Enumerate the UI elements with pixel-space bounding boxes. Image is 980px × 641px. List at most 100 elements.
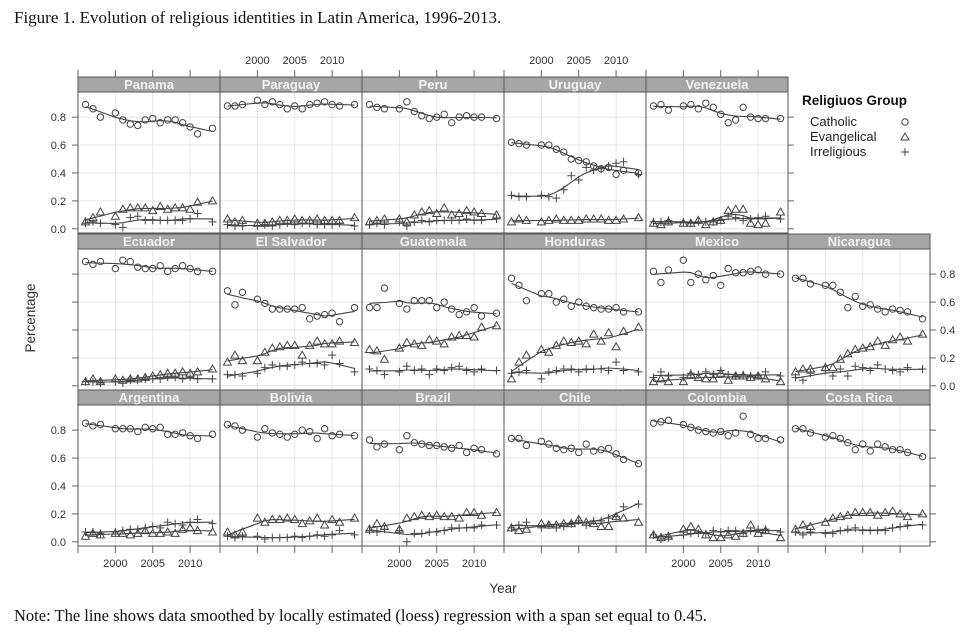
data-point <box>425 296 433 305</box>
data-point <box>678 218 689 227</box>
data-point <box>619 308 628 316</box>
x-tick-label: 2010 <box>462 558 486 570</box>
series-irreligious <box>81 373 217 388</box>
data-point <box>134 427 142 436</box>
data-point <box>417 216 426 225</box>
data-point <box>334 336 345 345</box>
data-point <box>821 529 830 538</box>
data-point <box>380 370 389 379</box>
data-point <box>178 429 187 437</box>
data-point <box>657 100 665 109</box>
data-point <box>865 507 876 516</box>
data-point <box>865 341 876 351</box>
data-point <box>537 374 546 383</box>
data-point <box>716 366 725 375</box>
data-point <box>230 533 239 542</box>
data-point <box>791 425 800 433</box>
data-point <box>634 170 643 179</box>
panel-strip-label: Colombia <box>687 390 747 405</box>
y-tick-label: 0.6 <box>51 140 66 152</box>
data-point <box>857 507 868 516</box>
data-point <box>746 215 755 224</box>
data-point <box>111 109 120 117</box>
legend-item-evangelical: Evangelical <box>810 129 910 144</box>
data-point <box>582 302 590 310</box>
data-point <box>171 519 180 528</box>
data-point <box>162 527 173 536</box>
data-point <box>440 110 448 119</box>
data-point <box>902 511 913 521</box>
x-tick-label: 2000 <box>671 558 695 570</box>
loess-line <box>511 142 639 174</box>
loess-line <box>369 368 497 372</box>
data-point <box>446 511 457 521</box>
data-point <box>634 367 643 376</box>
data-point <box>380 105 389 113</box>
data-point <box>612 170 620 179</box>
panel-background <box>78 92 220 233</box>
data-point <box>746 113 755 121</box>
data-point <box>686 219 695 228</box>
loess-line <box>369 300 497 315</box>
data-point <box>223 287 232 295</box>
data-point <box>506 373 517 383</box>
data-point <box>917 329 928 338</box>
data-point <box>231 422 239 430</box>
data-point <box>291 102 299 110</box>
data-point <box>207 527 218 536</box>
data-point <box>872 510 883 519</box>
data-point <box>193 434 202 443</box>
loess-line <box>227 102 355 107</box>
data-point <box>619 366 628 375</box>
panel-ecuador: Ecuador <box>77 233 221 391</box>
loess-line <box>369 442 497 454</box>
data-point <box>761 212 770 221</box>
data-point <box>380 220 389 229</box>
data-point <box>851 445 859 454</box>
data-point <box>649 102 658 110</box>
data-point <box>664 533 673 542</box>
data-point <box>836 526 845 535</box>
data-point <box>141 216 150 225</box>
data-point <box>96 113 105 121</box>
y-ticks-row-2-left <box>72 273 78 387</box>
data-point <box>447 216 456 225</box>
data-point <box>829 281 837 289</box>
data-point <box>537 191 546 200</box>
data-point <box>588 329 599 338</box>
data-point <box>416 207 427 216</box>
x-tick-label: 2010 <box>746 558 770 570</box>
data-point <box>461 507 472 516</box>
data-point <box>298 105 306 113</box>
data-point <box>424 334 435 344</box>
data-point <box>88 377 97 386</box>
y-ticks-row-1-right <box>788 116 794 230</box>
x-axis-bottom-col-4 <box>503 546 617 553</box>
data-point <box>791 373 800 382</box>
data-point <box>417 529 426 538</box>
y-tick-label: 0.4 <box>940 325 955 337</box>
data-point <box>410 529 419 538</box>
series-irreligious <box>507 358 643 383</box>
data-point <box>81 257 90 266</box>
data-point <box>379 354 390 363</box>
data-point <box>147 205 158 215</box>
data-point <box>881 308 889 316</box>
data-point <box>462 215 471 224</box>
data-point <box>522 518 531 527</box>
data-point <box>866 526 875 535</box>
data-point <box>582 365 591 374</box>
data-point <box>918 521 927 530</box>
data-point <box>119 256 127 264</box>
data-point <box>192 197 203 206</box>
data-point <box>350 303 359 312</box>
data-point <box>664 372 673 381</box>
data-point <box>117 204 128 213</box>
data-point <box>903 308 912 316</box>
data-point <box>492 215 501 224</box>
data-point <box>888 445 897 454</box>
data-point <box>754 525 763 534</box>
x-tick-label: 2000 <box>103 558 127 570</box>
data-point <box>425 217 434 226</box>
y-tick-label: 0.6 <box>940 297 955 309</box>
